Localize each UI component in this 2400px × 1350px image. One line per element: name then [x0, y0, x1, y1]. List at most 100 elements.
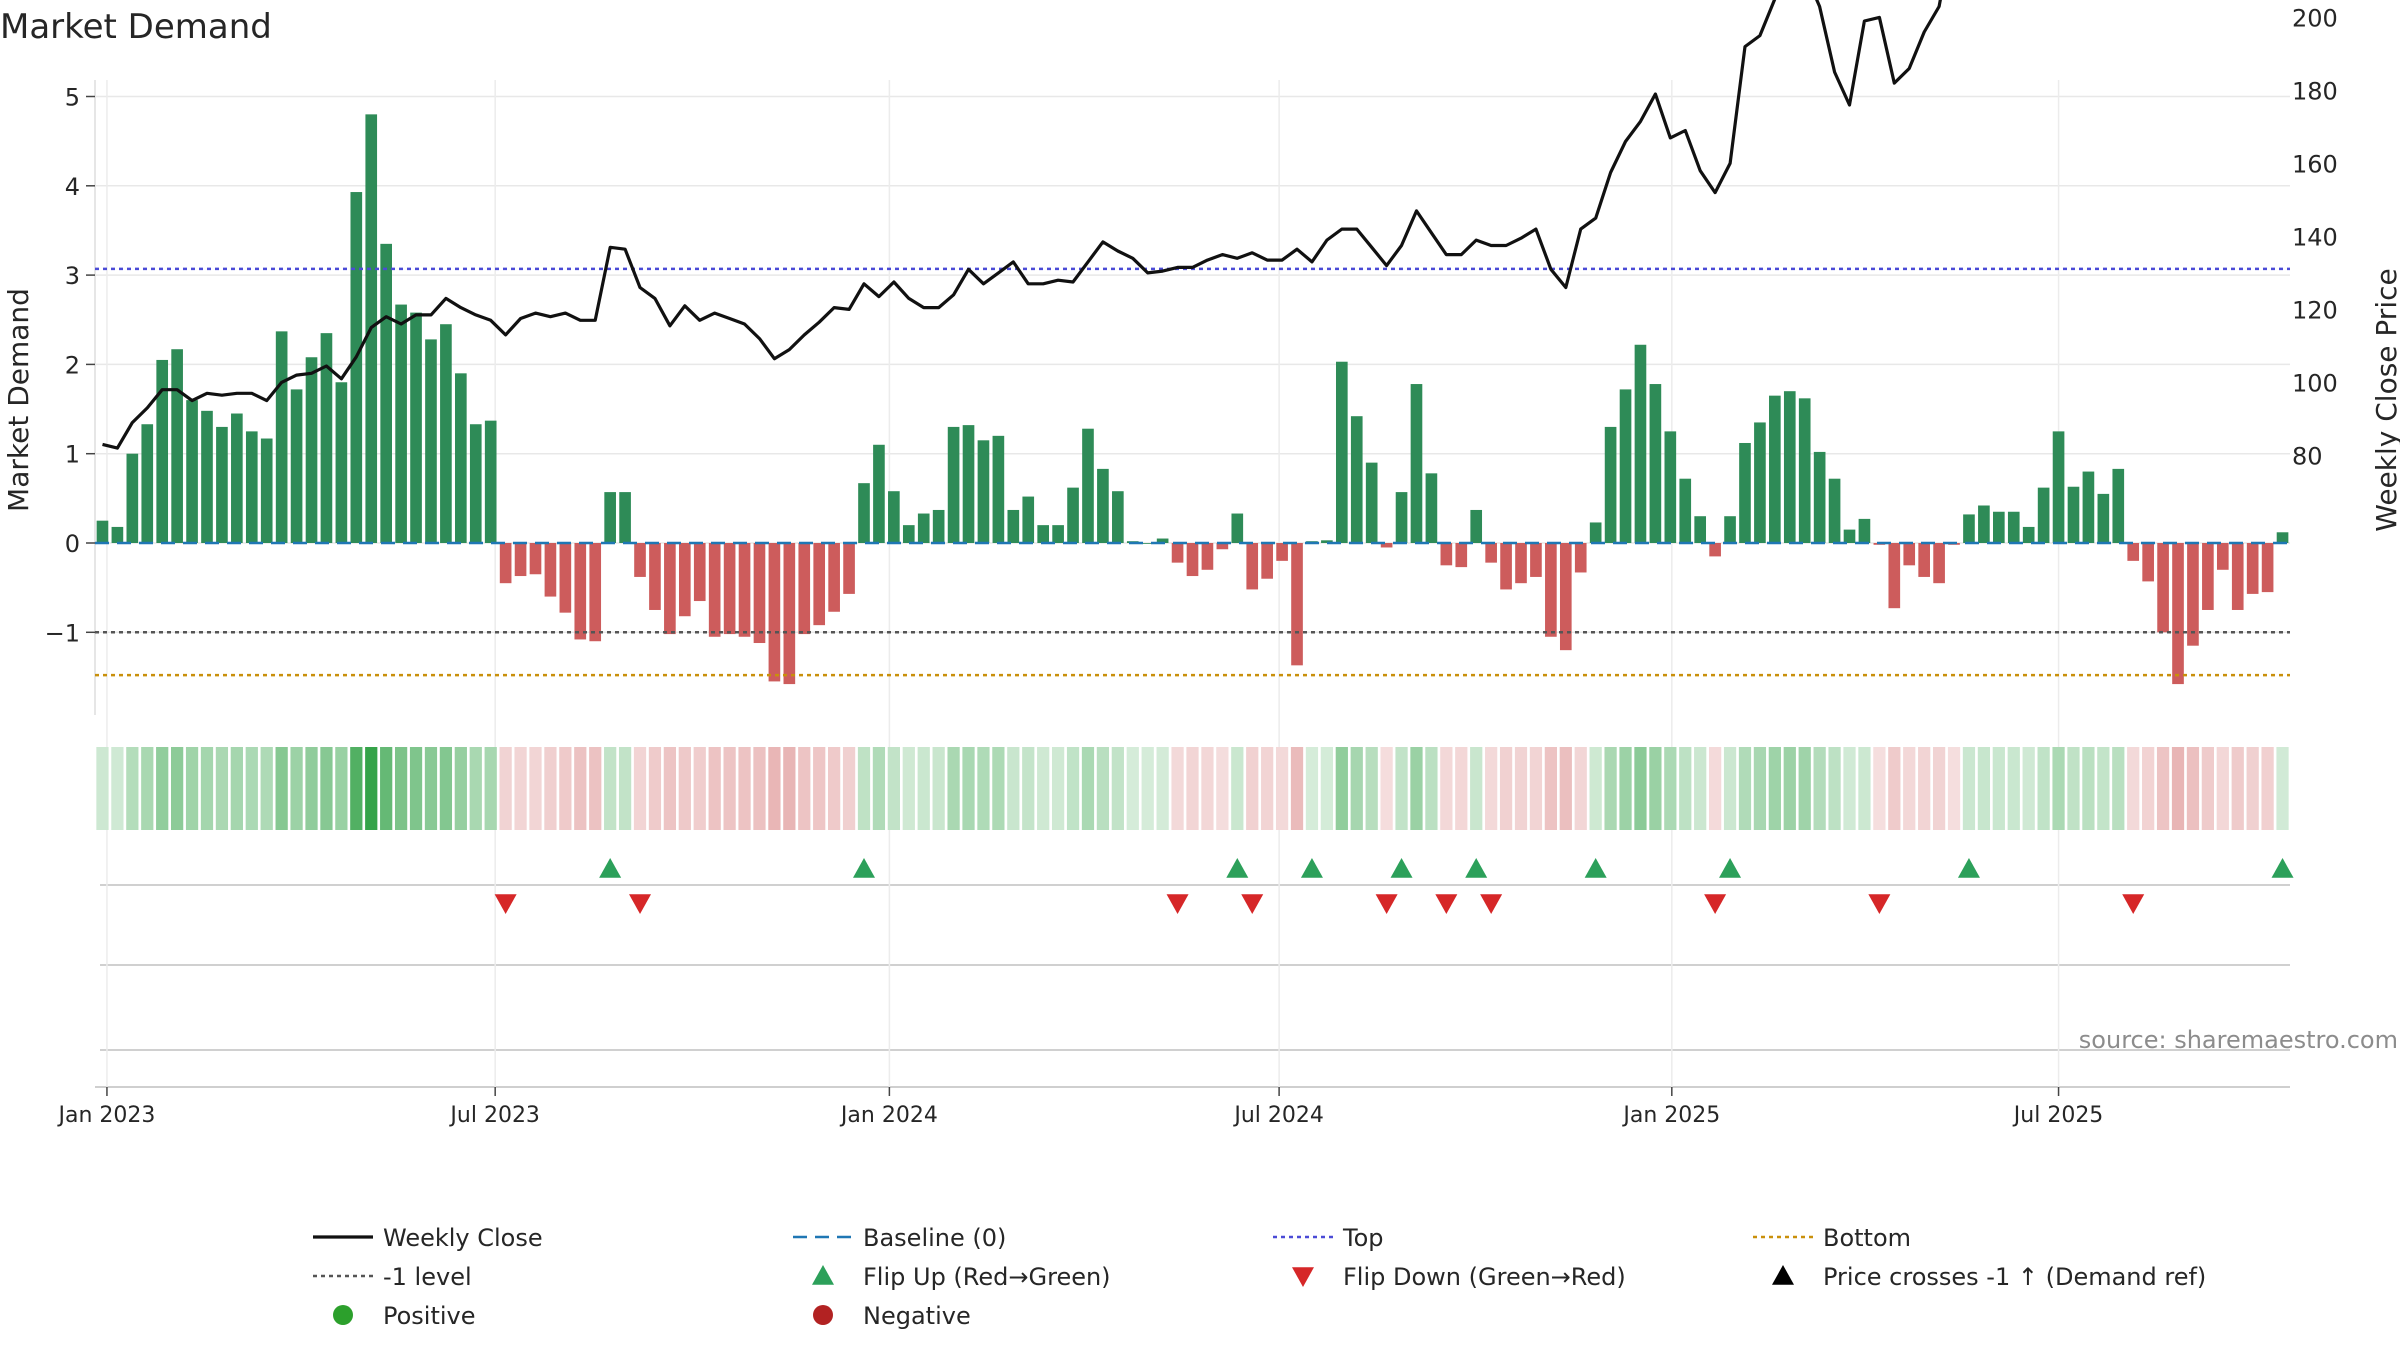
- demand-strip-cell: [439, 747, 453, 830]
- y-right-tick-label: 120: [2292, 296, 2338, 324]
- demand-strip-cell: [1918, 747, 1931, 830]
- demand-strip-cell: [1440, 747, 1453, 830]
- demand-bar: [678, 543, 691, 617]
- legend: Weekly Close Baseline (0) Top Bottom -1 leve…: [313, 1224, 2206, 1330]
- demand-bar: [1933, 543, 1945, 584]
- x-tick-label: Jan 2023: [56, 1103, 155, 1128]
- demand-bar: [1545, 543, 1557, 637]
- demand-bar: [1216, 543, 1229, 550]
- demand-strip-cell: [1425, 747, 1438, 830]
- demand-strip-cell: [1664, 747, 1677, 830]
- demand-strip-cell: [1246, 747, 1259, 830]
- demand-bar: [813, 543, 826, 626]
- demand-bar: [1798, 398, 1811, 543]
- y-left-tick-label: 2: [65, 351, 80, 379]
- demand-strip-cell: [2171, 747, 2185, 830]
- demand-strip-cell: [320, 747, 333, 830]
- demand-strip-cell: [171, 747, 184, 830]
- demand-bar: [1500, 543, 1512, 590]
- demand-bar: [96, 520, 109, 543]
- demand-strip-cell: [708, 747, 721, 830]
- flip-down-marker: [2122, 894, 2145, 914]
- demand-bar: [2037, 487, 2050, 543]
- demand-strip-cell: [1350, 747, 1363, 830]
- demand-strip-cell: [245, 747, 258, 830]
- demand-bar: [559, 543, 572, 613]
- legend-label: Flip Up (Red→Green): [863, 1263, 1111, 1291]
- demand-strip-cell: [1813, 747, 1826, 830]
- demand-strip-cell: [604, 747, 617, 830]
- demand-strip-cell: [1066, 747, 1080, 830]
- demand-strip-cell: [290, 747, 303, 830]
- demand-bar: [1201, 543, 1214, 570]
- demand-bar: [917, 513, 930, 543]
- demand-strip-cell: [185, 747, 199, 830]
- demand-bar: [962, 425, 975, 543]
- demand-strip-cell: [753, 747, 766, 830]
- demand-strip-cell: [2216, 747, 2229, 830]
- demand-strip-cell: [1559, 747, 1572, 830]
- demand-bar: [2202, 543, 2214, 610]
- demand-strip-cell: [2112, 747, 2125, 830]
- demand-bar: [828, 543, 840, 612]
- demand-strip-cell: [1947, 747, 1961, 830]
- legend-label: Price crosses -1 ↑ (Demand ref): [1823, 1263, 2206, 1291]
- demand-bar: [1246, 543, 1259, 590]
- demand-strip-cell: [1186, 747, 1199, 830]
- demand-strip-cell: [1604, 747, 1617, 830]
- demand-bar: [1425, 473, 1438, 543]
- demand-strip-cell: [962, 747, 975, 830]
- flip-down-marker: [1480, 894, 1503, 914]
- demand-strip-cell: [365, 747, 378, 830]
- x-tick-label: Jul 2023: [448, 1103, 540, 1128]
- flip-up-marker: [1584, 858, 1607, 878]
- demand-bar: [1156, 538, 1169, 543]
- demand-strip-cell: [1574, 747, 1587, 830]
- demand-bar: [589, 543, 602, 642]
- demand-bar: [410, 312, 422, 543]
- demand-bar: [1783, 391, 1796, 543]
- demand-bar: [350, 192, 363, 543]
- demand-strip-cell: [768, 747, 781, 830]
- demand-bar: [1112, 491, 1124, 543]
- demand-bar: [126, 453, 139, 543]
- demand-bar: [1410, 384, 1423, 543]
- demand-bar: [1440, 543, 1453, 566]
- demand-bar: [141, 424, 154, 543]
- demand-strip-cell: [1634, 747, 1647, 830]
- demand-bar: [619, 492, 631, 543]
- demand-strip-cell: [350, 747, 363, 830]
- demand-bar: [2157, 543, 2169, 633]
- demand-bar: [1574, 543, 1587, 573]
- demand-strip-cell: [1679, 747, 1692, 830]
- demand-strip-cell: [514, 747, 527, 830]
- demand-bar: [1470, 509, 1483, 543]
- demand-strip-cell: [1514, 747, 1528, 830]
- demand-bar: [768, 543, 781, 682]
- demand-bar: [843, 543, 855, 594]
- demand-strip-cell: [275, 747, 288, 830]
- demand-strip-cell: [663, 747, 677, 830]
- demand-strip-cell: [126, 747, 139, 830]
- demand-strip-cell: [2082, 747, 2095, 830]
- flip-up-marker: [2271, 858, 2294, 878]
- demand-strip-cell: [1171, 747, 1184, 830]
- demand-bar: [738, 543, 751, 637]
- y-right-tick-label: 80: [2292, 442, 2323, 470]
- demand-strip-cell: [1037, 747, 1050, 830]
- x-tick-label: Jan 2025: [1621, 1103, 1720, 1128]
- demand-bar: [1679, 478, 1692, 543]
- demand-bar: [574, 543, 587, 640]
- demand-bar: [1037, 525, 1050, 543]
- demand-bar: [380, 243, 392, 543]
- demand-bar: [664, 543, 676, 635]
- demand-bar: [1724, 516, 1736, 543]
- demand-bar: [1858, 518, 1871, 543]
- flip-down-marker: [1375, 894, 1398, 914]
- demand-strip-cell: [2127, 747, 2140, 830]
- demand-strip-cell: [738, 747, 751, 830]
- demand-strip-cell: [2097, 747, 2110, 830]
- legend-item: Negative: [813, 1302, 971, 1330]
- legend-item: Bottom: [1753, 1224, 1911, 1252]
- demand-bar: [440, 324, 452, 543]
